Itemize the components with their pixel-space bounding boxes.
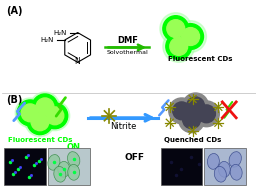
Circle shape xyxy=(30,92,60,122)
Ellipse shape xyxy=(229,152,241,167)
Text: Nitrite: Nitrite xyxy=(110,122,136,131)
Text: ON: ON xyxy=(67,143,81,152)
Circle shape xyxy=(32,94,58,120)
Ellipse shape xyxy=(48,154,60,170)
Text: Solvothermal: Solvothermal xyxy=(106,50,148,55)
Ellipse shape xyxy=(207,153,219,169)
Circle shape xyxy=(160,13,191,44)
Text: Fluorescent CDs: Fluorescent CDs xyxy=(168,56,233,62)
Circle shape xyxy=(40,101,70,131)
Text: (A): (A) xyxy=(6,6,23,16)
FancyBboxPatch shape xyxy=(48,149,90,185)
Circle shape xyxy=(187,97,205,115)
Circle shape xyxy=(42,103,68,129)
Circle shape xyxy=(27,109,53,135)
Circle shape xyxy=(183,93,208,119)
Ellipse shape xyxy=(68,152,80,167)
Circle shape xyxy=(183,111,200,129)
Text: Quenched CDs: Quenched CDs xyxy=(164,137,221,143)
Text: DMF: DMF xyxy=(117,36,138,45)
Ellipse shape xyxy=(54,166,66,182)
FancyBboxPatch shape xyxy=(4,149,46,185)
Circle shape xyxy=(182,28,199,45)
Circle shape xyxy=(15,98,45,128)
Circle shape xyxy=(17,100,43,126)
Ellipse shape xyxy=(214,166,226,182)
Circle shape xyxy=(179,107,205,133)
Circle shape xyxy=(169,98,195,124)
Ellipse shape xyxy=(218,162,230,177)
Text: OFF: OFF xyxy=(124,153,144,162)
Text: Fluorescent CDs: Fluorescent CDs xyxy=(8,137,72,143)
Circle shape xyxy=(167,20,185,38)
Text: N: N xyxy=(74,57,80,66)
Circle shape xyxy=(46,107,64,125)
Circle shape xyxy=(173,102,191,120)
Circle shape xyxy=(194,101,219,127)
FancyBboxPatch shape xyxy=(205,149,246,185)
Text: (B): (B) xyxy=(6,95,23,105)
Circle shape xyxy=(166,34,191,59)
Circle shape xyxy=(21,104,39,122)
Circle shape xyxy=(175,21,206,52)
Circle shape xyxy=(163,16,189,42)
Circle shape xyxy=(170,38,188,55)
Circle shape xyxy=(198,105,215,123)
Ellipse shape xyxy=(68,164,80,180)
Circle shape xyxy=(178,24,204,49)
Ellipse shape xyxy=(58,161,70,177)
FancyBboxPatch shape xyxy=(161,149,202,185)
Text: H₂N: H₂N xyxy=(54,29,67,36)
Ellipse shape xyxy=(230,164,242,180)
Circle shape xyxy=(25,107,55,137)
Circle shape xyxy=(163,31,195,62)
Text: H₂N: H₂N xyxy=(40,37,54,43)
Circle shape xyxy=(31,113,49,131)
Circle shape xyxy=(36,98,54,116)
